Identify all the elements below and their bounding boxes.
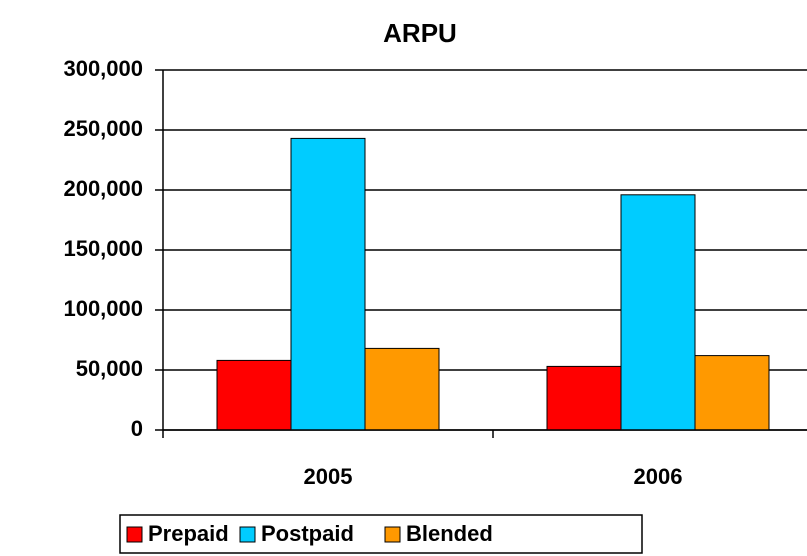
legend-label: Prepaid <box>148 521 229 546</box>
bar <box>216 359 292 431</box>
y-tick-label: 250,000 <box>63 116 143 141</box>
bar <box>290 137 366 431</box>
chart-title: ARPU <box>383 18 457 48</box>
x-tick-label: 2006 <box>634 464 683 489</box>
bar <box>694 355 770 431</box>
y-tick-label: 50,000 <box>76 356 143 381</box>
y-tick-label: 0 <box>131 416 143 441</box>
legend-swatch <box>239 526 256 543</box>
legend-label: Blended <box>406 521 493 546</box>
legend-label: Postpaid <box>261 521 354 546</box>
y-tick-label: 150,000 <box>63 236 143 261</box>
bar <box>546 365 622 431</box>
y-tick-label: 300,000 <box>63 56 143 81</box>
legend-box <box>119 514 643 554</box>
legend-swatch <box>126 526 143 543</box>
legend-swatch <box>384 526 401 543</box>
y-tick-label: 100,000 <box>63 296 143 321</box>
y-tick-label: 200,000 <box>63 176 143 201</box>
x-tick-label: 2005 <box>304 464 353 489</box>
bar <box>364 347 440 431</box>
bar <box>620 194 696 431</box>
